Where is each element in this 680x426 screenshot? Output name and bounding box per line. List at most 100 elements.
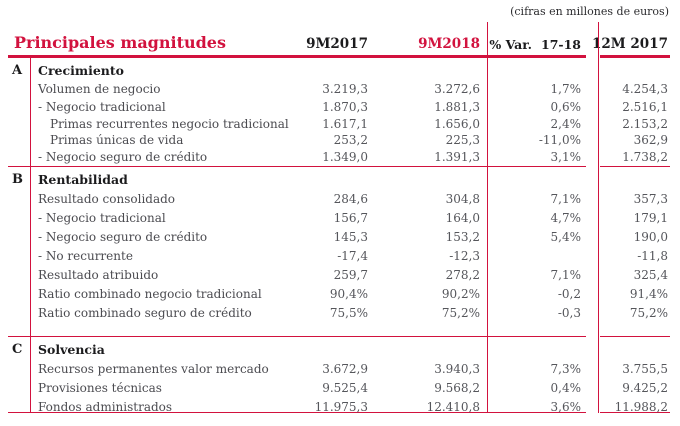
cell-12m2017: 75,2%: [629, 305, 668, 320]
rule-header-left: [8, 55, 586, 58]
table-row: Fondos administrados 11.975,3 12.410,8 3,6%…: [0, 397, 668, 416]
cell-12m2017: 2.153,2: [622, 117, 668, 132]
cell-variation: 4,7%: [550, 210, 582, 225]
cell-variation: -0,2: [557, 286, 581, 301]
cell-9m2017: 11.975,3: [314, 399, 368, 414]
cell-12m2017: 357,3: [633, 191, 668, 206]
row-label: - Negocio seguro de crédito: [38, 229, 208, 244]
divider-letter-column: [29, 55, 31, 413]
cell-9m2017: 75,5%: [329, 305, 368, 320]
table-row: Ratio combinado seguro de crédito 75,5% 75…: [0, 303, 668, 322]
rule-bottom-right: [600, 411, 670, 413]
page-title: Principales magnitudes: [14, 33, 226, 52]
section-header-row: B Rentabilidad: [0, 170, 668, 189]
table-row: Primas recurrentes negocio tradicional 1.…: [0, 117, 668, 133]
table-row: - Negocio seguro de crédito 145,3 153,2 5,4…: [0, 227, 668, 246]
cell-12m2017: 1.738,2: [622, 149, 668, 164]
cell-9m2017: 156,7: [333, 210, 368, 225]
cell-variation: 0,4%: [550, 380, 582, 395]
cell-9m2018: 304,8: [445, 191, 480, 206]
cell-variation: 3,6%: [550, 399, 582, 414]
row-label: - Negocio seguro de crédito: [38, 149, 208, 164]
table-row: Volumen de negocio 3.219,3 3.272,6 1,7% 4.25…: [0, 80, 668, 99]
row-label: Ratio combinado negocio tradicional: [38, 286, 262, 301]
cell-variation: 3,1%: [550, 149, 582, 164]
cell-9m2018: 164,0: [445, 210, 480, 225]
row-label: - No recurrente: [38, 248, 133, 263]
rule-section-b-right: [600, 165, 670, 167]
cell-9m2017: 145,3: [333, 229, 368, 244]
row-label: Fondos administrados: [38, 399, 173, 414]
table-row: Provisiones técnicas 9.525,4 9.568,2 0,4% 9.…: [0, 378, 668, 397]
section-letter: B: [12, 172, 23, 187]
cell-variation: 2,4%: [550, 117, 582, 132]
table-row: Primas únicas de vida 253,2 225,3 -11,0% 362…: [0, 132, 668, 148]
row-label: Resultado atribuido: [38, 267, 159, 282]
section-header-row: C Solvencia: [0, 340, 668, 359]
cell-12m2017: 4.254,3: [622, 81, 668, 96]
cell-9m2018: 75,2%: [441, 305, 480, 320]
units-note: (cifras en millones de euros): [510, 5, 669, 18]
cell-9m2018: 1.656,0: [434, 117, 480, 132]
cell-9m2018: 225,3: [445, 132, 480, 147]
cell-9m2018: 3.940,3: [434, 361, 480, 376]
cell-12m2017: 2.516,1: [622, 100, 668, 115]
cell-12m2017: -11,8: [637, 248, 668, 263]
col-header-var-period: 17-18: [541, 37, 581, 52]
cell-variation: -0,3: [557, 305, 581, 320]
cell-12m2017: 11.988,2: [614, 399, 668, 414]
cell-9m2018: 153,2: [445, 229, 480, 244]
cell-9m2018: 1.881,3: [434, 100, 480, 115]
rule-section-c-left: [8, 335, 586, 337]
cell-9m2018: 12.410,8: [426, 399, 480, 414]
section-crecimiento: A Crecimiento Volumen de negocio 3.219,3 3.2…: [0, 58, 668, 166]
table-row: Ratio combinado negocio tradicional 90,4%…: [0, 284, 668, 303]
cell-12m2017: 91,4%: [629, 286, 668, 301]
cell-9m2017: 3.672,9: [322, 361, 368, 376]
col-header-9m2017: 9M2017: [306, 36, 368, 52]
divider-12m-column: [597, 22, 599, 413]
cell-9m2018: -12,3: [449, 248, 480, 263]
cell-12m2017: 179,1: [633, 210, 668, 225]
table-row: - No recurrente -17,4 -12,3 -11,8: [0, 246, 668, 265]
table-row: Recursos permanentes valor mercado 3.672,…: [0, 359, 668, 378]
cell-12m2017: 9.425,2: [622, 380, 668, 395]
cell-12m2017: 325,4: [633, 267, 668, 282]
row-label: Provisiones técnicas: [38, 380, 162, 395]
rule-section-c-right: [600, 335, 670, 337]
cell-variation: 5,4%: [550, 229, 582, 244]
cell-variation: 0,6%: [550, 100, 582, 115]
rule-header-right: [600, 55, 670, 58]
row-label: Ratio combinado seguro de crédito: [38, 305, 252, 320]
table-header-row: Principales magnitudes 9M2017 9M2018 % V…: [0, 24, 668, 52]
divider-variation-column: [486, 22, 488, 413]
cell-variation: 1,7%: [550, 81, 582, 96]
section-letter: A: [12, 62, 23, 78]
cell-9m2018: 278,2: [445, 267, 480, 282]
section-solvencia: C Solvencia Recursos permanentes valor mer…: [0, 337, 668, 416]
cell-variation: -11,0%: [538, 132, 581, 147]
col-header-9m2018: 9M2018: [418, 36, 480, 52]
row-label: Primas únicas de vida: [50, 132, 184, 147]
cell-9m2018: 3.272,6: [434, 81, 480, 96]
col-header-var-label: % Var.: [489, 37, 533, 52]
cell-9m2017: 3.219,3: [322, 81, 368, 96]
cell-variation: 7,3%: [550, 361, 582, 376]
rule-bottom-left: [8, 411, 586, 413]
table-row: Resultado consolidado 284,6 304,8 7,1% 357,3: [0, 189, 668, 208]
row-label: - Negocio tradicional: [38, 210, 166, 225]
section-rentabilidad: B Rentabilidad Resultado consolidado 284,6 3…: [0, 167, 668, 322]
table-row: - Negocio tradicional 156,7 164,0 4,7% 179,1: [0, 208, 668, 227]
cell-9m2018: 9.568,2: [434, 380, 480, 395]
cell-9m2017: 9.525,4: [322, 380, 368, 395]
table-row: - Negocio tradicional 1.870,3 1.881,3 0,6% 2…: [0, 98, 668, 117]
table-row: - Negocio seguro de crédito 1.349,0 1.391,…: [0, 148, 668, 167]
row-label: Volumen de negocio: [38, 81, 161, 96]
table-row: Resultado atribuido 259,7 278,2 7,1% 325,4: [0, 265, 668, 284]
row-label: Primas recurrentes negocio tradicional: [50, 117, 289, 132]
cell-variation: 7,1%: [550, 267, 582, 282]
cell-variation: 7,1%: [550, 191, 582, 206]
section-letter: C: [12, 342, 23, 357]
cell-9m2017: 1.870,3: [322, 100, 368, 115]
